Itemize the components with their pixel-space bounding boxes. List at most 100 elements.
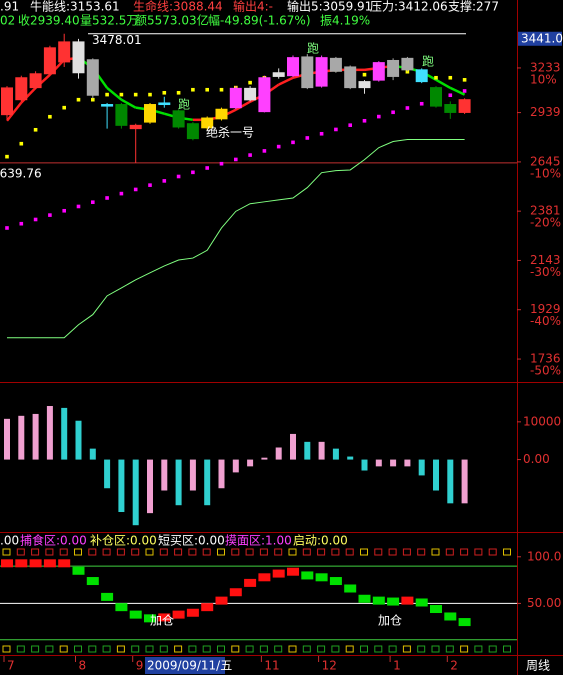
signal-square — [131, 645, 140, 653]
macd-bar — [447, 459, 454, 504]
signal-square — [217, 548, 225, 556]
candle-body — [372, 62, 385, 81]
macd-bar — [147, 459, 153, 514]
info-text: 摸面区:1.00 — [225, 534, 292, 548]
indicator-dot — [33, 127, 38, 132]
macd-bar — [418, 459, 425, 476]
macd-bar — [261, 457, 268, 460]
macd-bar — [275, 447, 282, 460]
indicator-dot — [291, 140, 295, 145]
cursor-date-box — [145, 657, 225, 674]
signal-square — [474, 645, 483, 653]
indicator-dot — [76, 204, 81, 209]
step-block — [158, 613, 171, 622]
signal-square — [202, 548, 211, 556]
signal-square — [503, 548, 511, 556]
signal-square — [2, 548, 11, 556]
step-block — [287, 567, 299, 576]
chart-note: 加仓 — [150, 614, 174, 628]
signal-square — [116, 548, 125, 556]
indicator-dot — [162, 90, 167, 95]
x-tick-label: 9 — [136, 659, 144, 673]
signal-square — [259, 548, 268, 556]
signal-square — [302, 548, 311, 556]
signal-square — [245, 645, 254, 653]
candle-body — [58, 41, 71, 63]
signal-square — [74, 645, 82, 653]
indicator-dot — [434, 75, 438, 80]
signal-square — [88, 548, 97, 556]
info-text: 生命线:3088.44 — [133, 0, 223, 14]
indicator-dot — [91, 97, 95, 102]
info-text: .91 — [0, 0, 19, 14]
signal-square — [402, 645, 411, 653]
step-block — [129, 610, 142, 619]
candle-body — [72, 41, 85, 74]
info-text: 输出5:3059.91 — [287, 0, 372, 14]
indicator-dot — [419, 101, 424, 106]
indicator-dot — [405, 106, 410, 110]
step-block — [401, 596, 414, 605]
macd-bar — [104, 459, 111, 489]
candle-body — [201, 117, 214, 129]
signal-square — [402, 548, 411, 556]
chart-note: 绝杀一号 — [206, 125, 254, 140]
signal-square — [59, 645, 68, 653]
y-tick-label: 2143 — [530, 253, 561, 267]
indicator-dot — [91, 200, 95, 204]
macd-bar — [290, 433, 296, 460]
info-text: 启动:0.00 — [293, 534, 348, 548]
candle-body — [43, 47, 56, 75]
indicator-dot — [219, 161, 224, 166]
indicator-line — [7, 138, 465, 339]
signal-square — [159, 645, 168, 653]
step-block — [72, 566, 85, 575]
indicator-dot — [276, 144, 281, 149]
x-tick-label: 11 — [264, 659, 279, 673]
signal-square — [31, 548, 40, 556]
signal-square — [88, 645, 97, 653]
candle-body — [158, 102, 171, 106]
step-block — [415, 598, 428, 607]
indicator-dot — [348, 123, 352, 127]
info-text: 02 — [0, 14, 15, 28]
signal-square — [288, 645, 297, 653]
candle-body — [387, 59, 400, 77]
candle-body — [444, 104, 457, 113]
cursor-price-box — [518, 31, 562, 46]
indicator-dot — [248, 153, 252, 157]
step-block — [86, 577, 99, 586]
x-tick-label: 7 — [7, 659, 15, 673]
signal-square — [445, 548, 454, 556]
y-tick-label: 100.0 — [527, 549, 561, 563]
high-label: 3478.01 — [92, 33, 142, 47]
indicator-dot — [319, 131, 324, 136]
signal-square — [231, 645, 240, 653]
y-tick-label: 3233 — [530, 60, 561, 74]
candle-body — [272, 72, 285, 77]
candle-body — [430, 87, 442, 107]
y-tick-label: 50.00 — [527, 596, 561, 610]
indicator-dot — [448, 75, 453, 80]
macd-bar — [189, 459, 196, 491]
trend-segment — [449, 86, 466, 96]
macd-bar — [32, 413, 39, 460]
step-block — [458, 618, 471, 627]
macd-bar — [89, 448, 96, 460]
indicator-dot — [48, 213, 52, 217]
signal-square — [16, 548, 25, 556]
signal-square — [188, 548, 197, 556]
indicator-dot — [305, 136, 310, 140]
step-block — [358, 594, 371, 603]
candle-body — [115, 104, 128, 126]
y-pct-label: -30% — [530, 265, 561, 279]
macd-bar — [375, 459, 382, 467]
step-block — [186, 608, 199, 617]
signal-square — [188, 645, 197, 653]
candle-body — [458, 99, 471, 113]
indicator-dot — [391, 110, 395, 115]
signal-square — [388, 548, 397, 556]
info-text: 额5573.03亿 — [135, 13, 209, 28]
candle-body — [344, 66, 357, 89]
